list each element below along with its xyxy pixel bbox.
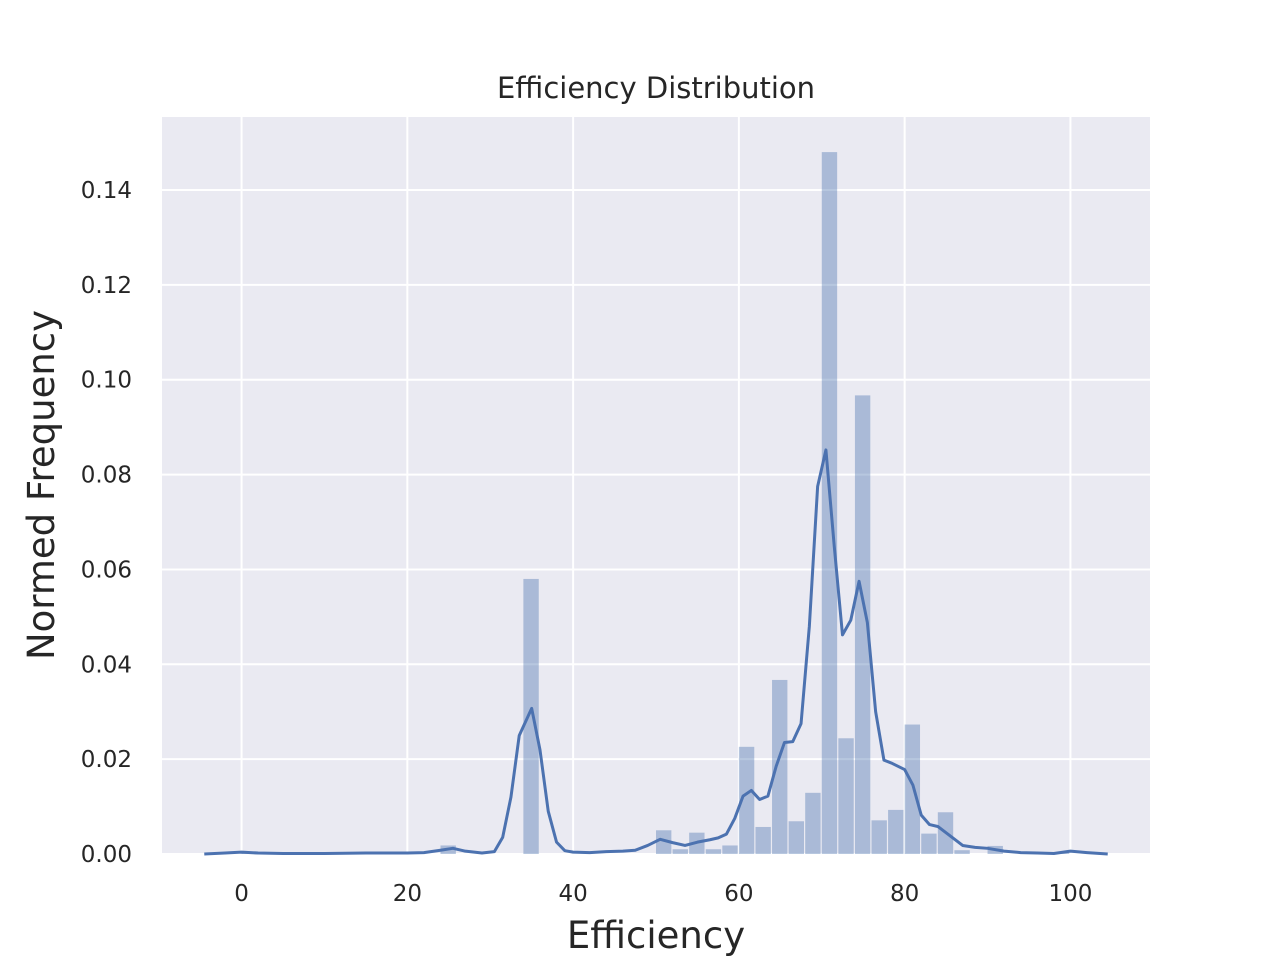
- y-tick-labels: 0.00 0.02 0.04 0.06 0.08 0.10 0.12 0.14: [81, 178, 132, 868]
- histogram-bar-40: [904, 724, 921, 854]
- y-tick-label-1: 0.02: [81, 747, 132, 773]
- y-tick-label-3: 0.06: [81, 557, 132, 583]
- histogram-bar-38: [871, 820, 887, 854]
- histogram-bar-37: [854, 395, 871, 854]
- x-tick-labels: 0 20 40 60 80 100: [234, 881, 1092, 907]
- histogram-bar-31: [755, 826, 771, 854]
- histogram-bar-43: [954, 850, 970, 854]
- histogram-bar-26: [672, 849, 688, 854]
- x-tick-label-2: 40: [558, 881, 587, 907]
- histogram-bar-29: [722, 845, 738, 854]
- chart-title: Efficiency Distribution: [497, 71, 815, 105]
- plot-background: [162, 117, 1150, 854]
- kde-curve: [204, 448, 1108, 856]
- y-tick-label-2: 0.04: [81, 652, 132, 678]
- grid-lines: [162, 117, 1150, 855]
- histogram-bar-39: [888, 809, 904, 854]
- y-tick-label-6: 0.12: [81, 273, 132, 299]
- histogram-bar-36: [838, 738, 854, 854]
- histogram-bar-34: [805, 792, 821, 854]
- y-tick-label-0: 0.00: [81, 842, 132, 868]
- histogram-bar-28: [705, 849, 722, 854]
- x-tick-label-1: 20: [393, 881, 422, 907]
- y-tick-label-7: 0.14: [81, 178, 132, 204]
- x-tick-label-3: 60: [724, 881, 753, 907]
- histogram-bar-32: [772, 679, 788, 854]
- y-axis-label: Normed Frequency: [20, 310, 63, 660]
- y-tick-label-5: 0.10: [81, 368, 132, 394]
- histogram-bar-17: [523, 578, 539, 854]
- histogram-bar-25: [656, 830, 672, 854]
- y-tick-label-4: 0.08: [81, 463, 132, 489]
- histogram-bar-30: [738, 746, 755, 854]
- histogram-bars: [241, 152, 1070, 855]
- histogram-bar-33: [788, 821, 804, 854]
- x-axis-label: Efficiency: [567, 914, 745, 957]
- x-tick-label-5: 100: [1048, 881, 1092, 907]
- x-tick-label-4: 80: [890, 881, 919, 907]
- x-tick-label-0: 0: [234, 881, 249, 907]
- histogram-bar-41: [921, 833, 937, 854]
